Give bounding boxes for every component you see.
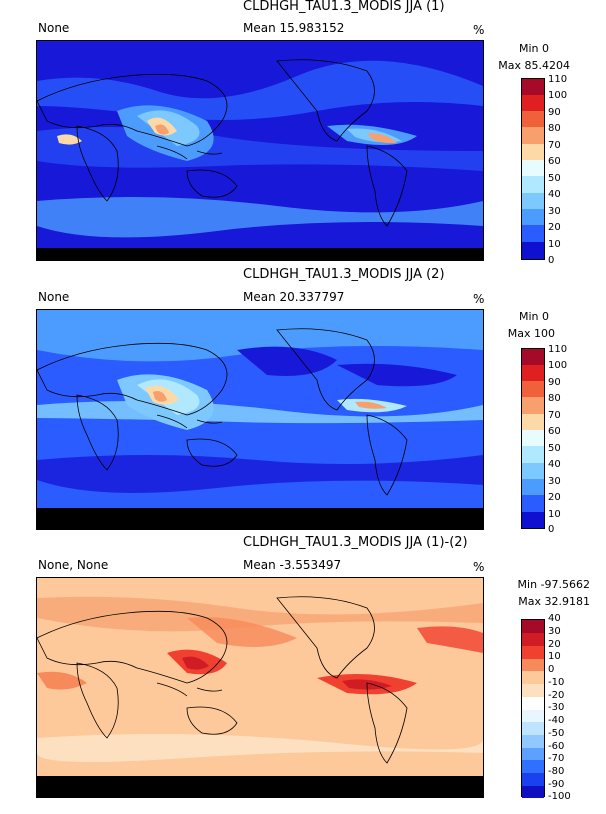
colorbar-tick: 0 <box>548 255 555 266</box>
colorbar-tick: 40 <box>548 189 561 200</box>
colorbar-tick: -50 <box>548 728 565 739</box>
min-label: Min 0 <box>518 310 549 323</box>
colorbar-tick: 90 <box>548 107 561 118</box>
unit-label: % <box>473 23 485 37</box>
colorbar-tick: 100 <box>548 90 568 101</box>
colorbar-tick: -100 <box>548 791 571 802</box>
panel-1: CLDHGH_TAU1.3_MODIS JJA (1) None Mean 15… <box>0 0 606 270</box>
colorbar-tick: 80 <box>548 393 561 404</box>
max-label: Max 100 <box>507 327 555 340</box>
colorbar-tick: -60 <box>548 741 565 752</box>
min-label: Min 0 <box>518 42 549 55</box>
colorbar-tick: 100 <box>548 360 568 371</box>
min-label: Min -97.5662 <box>517 578 590 591</box>
colorbar-tick: 30 <box>548 476 561 487</box>
map-plot <box>36 40 484 261</box>
panel-title: CLDHGH_TAU1.3_MODIS JJA (2) <box>243 267 445 282</box>
field-name-label: None, None <box>38 558 109 572</box>
colorbar-tick: 20 <box>548 492 561 503</box>
colorbar-tick: 30 <box>548 206 561 217</box>
colorbar <box>521 78 545 260</box>
colorbar-tick: 50 <box>548 443 561 454</box>
colorbar-tick: 60 <box>548 156 561 167</box>
colorbar-tick: 0 <box>548 524 555 535</box>
colorbar-tick: -80 <box>548 766 565 777</box>
colorbar-tick: 20 <box>548 639 561 650</box>
colorbar-tick: 40 <box>548 613 561 624</box>
colorbar-tick: 0 <box>548 664 555 675</box>
colorbar-tick: 30 <box>548 626 561 637</box>
colorbar-tick: 50 <box>548 173 561 184</box>
colorbar-tick: -20 <box>548 690 565 701</box>
colorbar <box>521 348 545 529</box>
colorbar-tick: 10 <box>548 651 561 662</box>
field-name-label: None <box>38 21 70 35</box>
map-plot <box>36 309 484 530</box>
colorbar-tick: 70 <box>548 410 561 421</box>
max-label: Max 32.9181 <box>518 595 590 608</box>
colorbar-tick: 40 <box>548 459 561 470</box>
colorbar-tick: 70 <box>548 140 561 151</box>
colorbar-tick: 90 <box>548 377 561 388</box>
colorbar-tick: -30 <box>548 702 565 713</box>
colorbar-tick: -70 <box>548 753 565 764</box>
panel-title: CLDHGH_TAU1.3_MODIS JJA (1) <box>243 0 445 14</box>
mean-label: Mean 20.337797 <box>243 290 345 304</box>
colorbar-tick: 10 <box>548 509 561 520</box>
panel-2: CLDHGH_TAU1.3_MODIS JJA (2) None Mean 20… <box>0 268 606 538</box>
map-svg <box>37 578 483 797</box>
colorbar-tick: 10 <box>548 239 561 250</box>
panel-3: CLDHGH_TAU1.3_MODIS JJA (1)-(2) None, No… <box>0 536 606 814</box>
colorbar-tick: 80 <box>548 123 561 134</box>
colorbar-tick: -10 <box>548 677 565 688</box>
colorbar <box>521 619 545 798</box>
unit-label: % <box>473 560 485 574</box>
unit-label: % <box>473 292 485 306</box>
panel-title: CLDHGH_TAU1.3_MODIS JJA (1)-(2) <box>243 535 468 550</box>
field-name-label: None <box>38 290 70 304</box>
colorbar-tick: 60 <box>548 426 561 437</box>
mean-label: Mean -3.553497 <box>243 558 342 572</box>
map-svg <box>37 41 483 260</box>
max-label: Max 85.4204 <box>498 59 570 72</box>
colorbar-tick: -40 <box>548 715 565 726</box>
colorbar-tick: 110 <box>548 74 568 85</box>
mean-label: Mean 15.983152 <box>243 21 345 35</box>
colorbar-tick: -90 <box>548 779 565 790</box>
map-plot <box>36 577 484 798</box>
colorbar-tick: 20 <box>548 222 561 233</box>
map-svg <box>37 310 483 529</box>
colorbar-tick: 110 <box>548 344 568 355</box>
